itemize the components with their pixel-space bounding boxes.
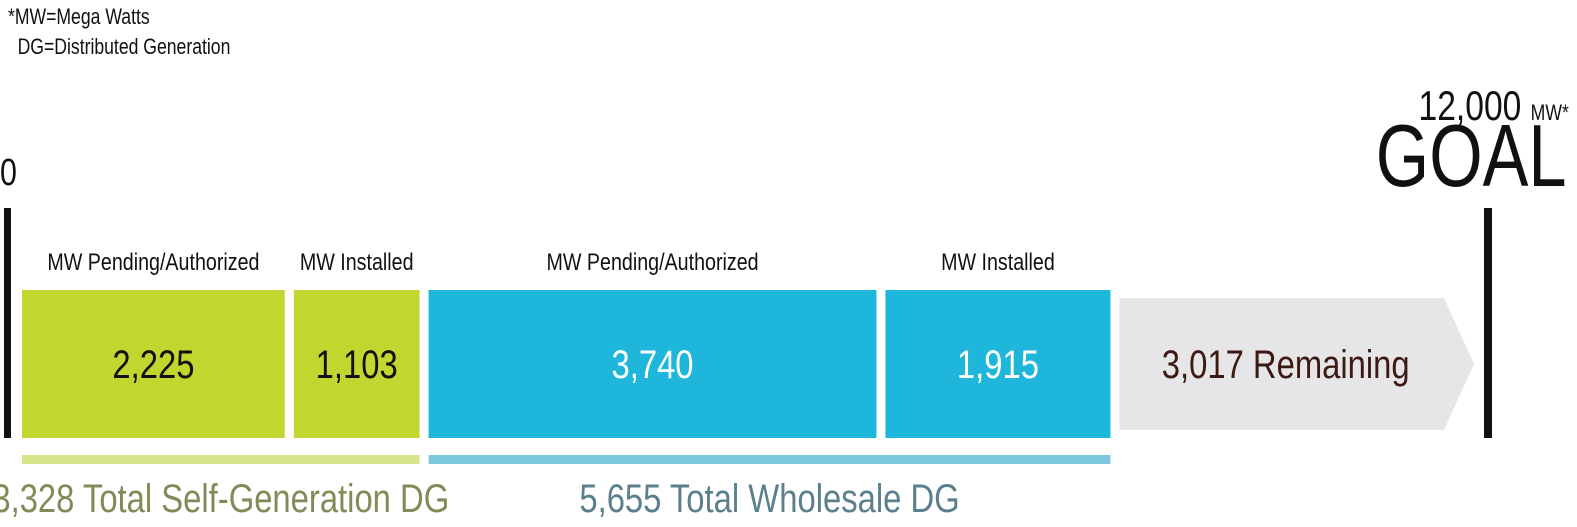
bar-label-3: MW Installed — [941, 248, 1055, 275]
bar-wholesale-2 — [428, 290, 877, 438]
bar-label-2: MW Pending/Authorized — [546, 248, 758, 275]
total-bar-wholesale — [428, 455, 1111, 464]
total-label-wholesale: 5,655 Total Wholesale DG — [579, 476, 959, 521]
bar-self_generation-0 — [22, 290, 285, 438]
axis-start-line — [4, 208, 11, 438]
bar-label-0: MW Pending/Authorized — [47, 248, 259, 275]
footnote-dg: DG=Distributed Generation — [17, 34, 231, 59]
goal-unit: MW* — [1530, 100, 1569, 125]
footnote-mw: *MW=Mega Watts — [8, 4, 150, 29]
axis-start-label: 0 — [0, 152, 17, 194]
bar-value-3: 1,915 — [957, 342, 1039, 387]
footnotes: *MW=Mega Watts DG=Distributed Generation — [8, 2, 286, 62]
bar-value-remaining: 3,017 Remaining — [1162, 342, 1410, 387]
total-label-self_generation: 3,328 Total Self-Generation DG — [0, 476, 449, 521]
bar-wholesale-3 — [885, 290, 1111, 438]
bar-value-0: 2,225 — [112, 342, 194, 387]
goal-value-text: 12,000 MW* — [1419, 82, 1569, 130]
bar-label-1: MW Installed — [300, 248, 414, 275]
goal-word: GOAL — [1376, 106, 1567, 205]
bar-value-1: 1,103 — [316, 342, 398, 387]
bar-self_generation-1 — [293, 290, 420, 438]
bar-value-2: 3,740 — [611, 342, 693, 387]
bar-remaining — [1119, 298, 1474, 430]
total-bar-self_generation — [22, 455, 420, 464]
goal-label: GOAL — [1322, 112, 1567, 200]
goal-number: 12,000 — [1418, 82, 1522, 129]
goal-line — [1484, 208, 1492, 438]
goal-value: 12,000 MW* — [1381, 82, 1569, 130]
